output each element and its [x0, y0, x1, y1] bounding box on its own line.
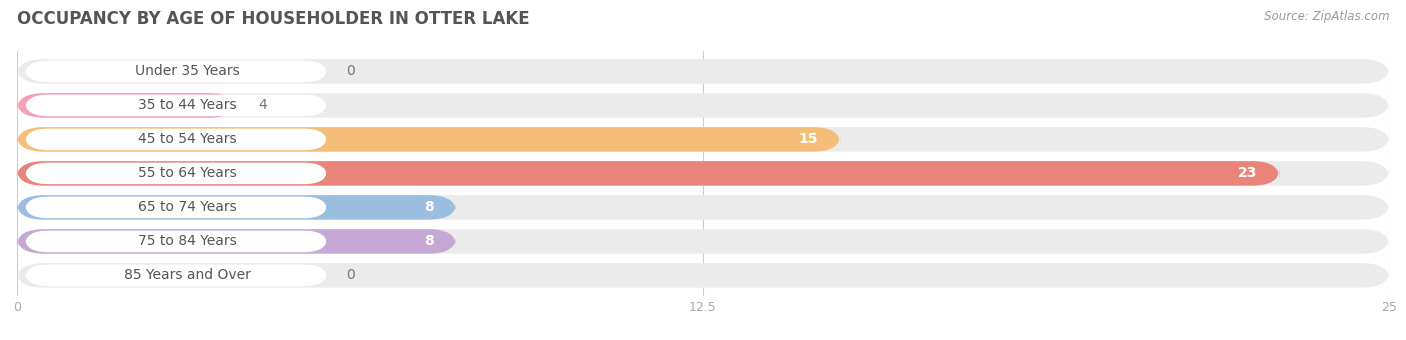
FancyBboxPatch shape — [25, 163, 328, 184]
Text: 45 to 54 Years: 45 to 54 Years — [138, 132, 236, 147]
Text: 55 to 64 Years: 55 to 64 Years — [138, 166, 236, 181]
Text: 15: 15 — [799, 132, 818, 147]
FancyBboxPatch shape — [25, 61, 328, 82]
Text: 85 Years and Over: 85 Years and Over — [124, 268, 250, 283]
FancyBboxPatch shape — [17, 263, 1389, 288]
FancyBboxPatch shape — [25, 197, 328, 218]
FancyBboxPatch shape — [17, 59, 1389, 84]
Text: Under 35 Years: Under 35 Years — [135, 64, 239, 79]
Text: 75 to 84 Years: 75 to 84 Years — [138, 234, 236, 249]
FancyBboxPatch shape — [17, 161, 1279, 186]
FancyBboxPatch shape — [17, 161, 1389, 186]
FancyBboxPatch shape — [25, 265, 328, 286]
FancyBboxPatch shape — [17, 93, 236, 118]
Text: 23: 23 — [1239, 166, 1257, 181]
FancyBboxPatch shape — [17, 93, 1389, 118]
FancyBboxPatch shape — [25, 231, 328, 252]
FancyBboxPatch shape — [17, 229, 1389, 254]
FancyBboxPatch shape — [25, 129, 328, 150]
FancyBboxPatch shape — [17, 195, 456, 220]
Text: 4: 4 — [259, 98, 267, 113]
FancyBboxPatch shape — [17, 127, 841, 152]
Text: Source: ZipAtlas.com: Source: ZipAtlas.com — [1264, 10, 1389, 23]
Text: 8: 8 — [425, 200, 434, 215]
FancyBboxPatch shape — [17, 127, 1389, 152]
Text: 8: 8 — [425, 234, 434, 249]
FancyBboxPatch shape — [17, 229, 456, 254]
FancyBboxPatch shape — [17, 195, 1389, 220]
Text: 65 to 74 Years: 65 to 74 Years — [138, 200, 236, 215]
FancyBboxPatch shape — [25, 95, 328, 116]
Text: OCCUPANCY BY AGE OF HOUSEHOLDER IN OTTER LAKE: OCCUPANCY BY AGE OF HOUSEHOLDER IN OTTER… — [17, 10, 530, 28]
Text: 35 to 44 Years: 35 to 44 Years — [138, 98, 236, 113]
Text: 0: 0 — [346, 64, 354, 79]
Text: 0: 0 — [346, 268, 354, 283]
